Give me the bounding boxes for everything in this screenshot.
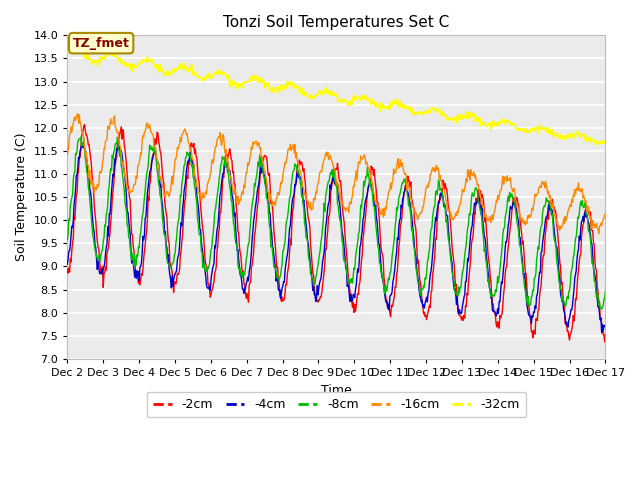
Title: Tonzi Soil Temperatures Set C: Tonzi Soil Temperatures Set C [223, 15, 449, 30]
Text: TZ_fmet: TZ_fmet [73, 36, 129, 49]
Y-axis label: Soil Temperature (C): Soil Temperature (C) [15, 133, 28, 262]
X-axis label: Time: Time [321, 384, 352, 396]
Legend: -2cm, -4cm, -8cm, -16cm, -32cm: -2cm, -4cm, -8cm, -16cm, -32cm [147, 392, 526, 418]
